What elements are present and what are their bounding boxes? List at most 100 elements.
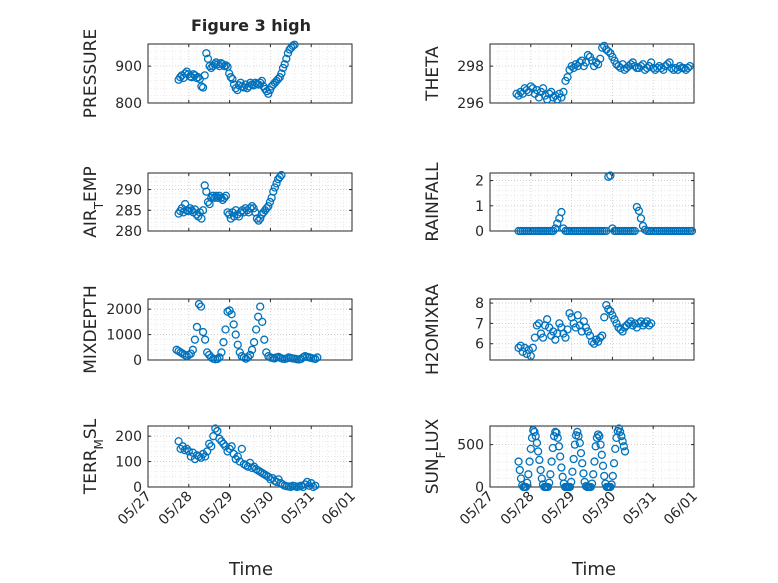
y-tick-label: 6 — [475, 337, 484, 353]
y-axis-label: THETA — [423, 46, 443, 102]
data-point — [213, 426, 222, 436]
axes-box — [147, 172, 353, 232]
data-point — [226, 73, 235, 82]
data-point — [583, 50, 593, 60]
data-point — [249, 204, 258, 213]
data-point — [552, 428, 561, 437]
data-point — [604, 305, 613, 314]
data-point — [223, 208, 232, 217]
data-point — [568, 467, 577, 476]
data-point — [526, 82, 535, 91]
data-point — [647, 58, 656, 67]
y-axis-label: H2OMIXRA — [423, 284, 443, 375]
data-point — [217, 437, 226, 446]
data-point — [602, 300, 611, 310]
y-tick-label: 285 — [115, 203, 142, 219]
data-point — [311, 354, 320, 364]
data-point — [512, 89, 521, 98]
data-point — [515, 465, 524, 475]
data-point — [260, 335, 269, 344]
panel-rainfall: 0 1 2 RAINFALL — [423, 162, 697, 242]
data-point — [593, 60, 603, 69]
data-point — [213, 354, 222, 364]
data-point — [556, 452, 565, 461]
data-point — [262, 204, 271, 213]
data-point — [198, 327, 208, 337]
data-point — [270, 183, 280, 192]
data-point — [217, 348, 226, 357]
data-point — [221, 325, 230, 334]
data-point — [305, 481, 314, 490]
data-point — [557, 207, 566, 217]
data-point — [634, 319, 644, 328]
data-point — [530, 333, 540, 342]
data-point — [565, 309, 574, 318]
data-point — [630, 61, 639, 71]
data-point — [237, 444, 246, 454]
data-point — [636, 214, 646, 223]
y-tick-label: 2000 — [106, 302, 142, 318]
y-tick-label: 1 — [475, 199, 484, 215]
data-point — [669, 65, 678, 74]
data-point — [593, 430, 603, 439]
data-point — [215, 353, 224, 362]
y-tick-label: 280 — [115, 224, 142, 240]
data-point — [298, 482, 308, 492]
data-point — [257, 76, 266, 86]
data-point — [200, 71, 209, 80]
data-point — [600, 471, 609, 481]
axes-box — [147, 425, 353, 488]
y-axis-label: AIRTEMP — [81, 166, 106, 237]
data-point — [563, 73, 572, 82]
data-point — [591, 335, 601, 344]
data-point — [611, 444, 620, 454]
y-axis-label: MIXDEPTH — [81, 285, 101, 374]
data-point — [549, 226, 558, 236]
data-point — [581, 323, 591, 332]
data-point — [528, 84, 537, 93]
data-point — [280, 60, 289, 69]
data-point — [245, 350, 255, 360]
data-point — [227, 442, 236, 451]
data-point — [229, 449, 238, 459]
data-point — [249, 338, 259, 347]
data-point — [288, 41, 297, 50]
data-point — [522, 478, 532, 487]
data-point — [549, 93, 558, 102]
data-point — [598, 43, 607, 52]
data-point — [247, 345, 257, 354]
y-tick-label: 8 — [475, 296, 484, 312]
data-point — [616, 325, 625, 334]
data-point — [234, 212, 244, 221]
x-axis-label-left: Time — [228, 559, 273, 580]
data-point — [614, 61, 623, 71]
figure-title: Figure 3 high — [191, 16, 311, 35]
data-point — [565, 482, 575, 492]
data-point — [313, 353, 322, 362]
data-point — [606, 307, 615, 316]
data-point — [187, 206, 196, 215]
data-point — [215, 434, 224, 443]
data-point — [610, 315, 619, 324]
data-point — [219, 439, 228, 448]
data-point — [671, 63, 680, 73]
y-axis-label: SUNFLUX — [423, 418, 448, 494]
data-point — [576, 448, 586, 458]
data-point — [538, 333, 548, 342]
data-point — [595, 432, 604, 441]
data-point — [598, 461, 608, 470]
data-point — [604, 47, 613, 56]
y-tick-label: 7 — [475, 316, 484, 332]
data-point — [545, 478, 554, 487]
data-point — [192, 322, 202, 332]
data-point — [228, 74, 237, 84]
y-tick-label: 500 — [457, 438, 484, 454]
data-point — [589, 339, 599, 348]
data-point — [561, 333, 570, 342]
data-point — [626, 60, 635, 69]
data-point — [197, 214, 206, 223]
data-point — [277, 170, 286, 180]
data-point — [569, 454, 578, 464]
data-point — [596, 333, 605, 342]
data-point — [607, 480, 616, 489]
